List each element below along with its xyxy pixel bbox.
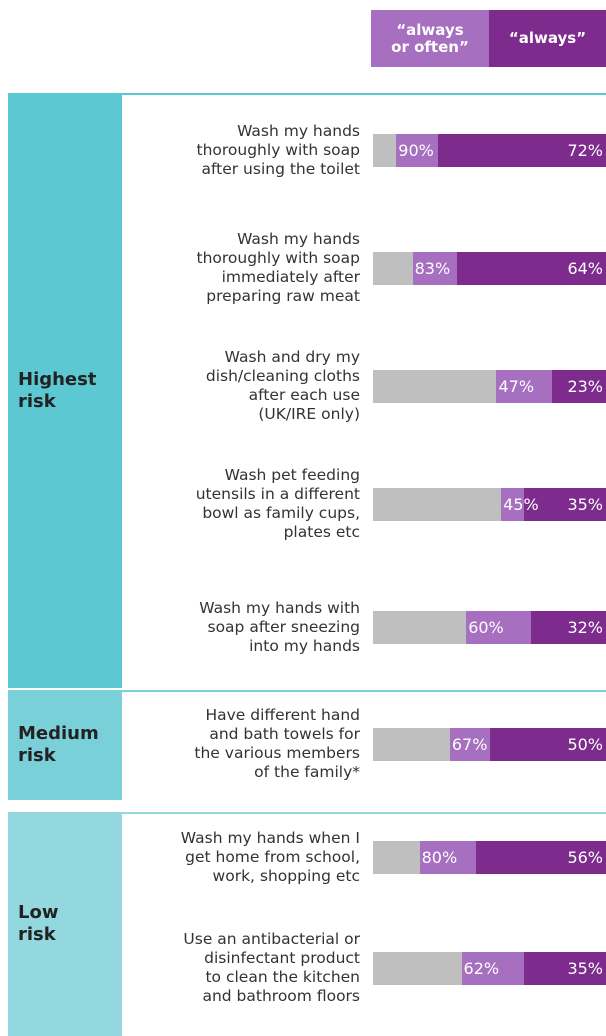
group-line [122, 93, 606, 95]
bar [438, 133, 606, 167]
bar [531, 610, 606, 644]
value-label: 32% [567, 617, 603, 637]
bar [475, 840, 606, 874]
value-label: 72% [567, 140, 603, 160]
legend-item: “always” [489, 10, 606, 67]
bar [524, 487, 606, 521]
value-label: 80% [421, 847, 458, 867]
value-label: 47% [498, 376, 535, 396]
value-label: 50% [567, 734, 603, 754]
value-label: 83% [414, 258, 451, 278]
value-label: 60% [468, 617, 504, 637]
bar [489, 727, 606, 761]
value-label: 90% [398, 140, 434, 160]
row-label: Wash pet feeding utensils in a different… [195, 466, 360, 541]
row-label: Wash my hands thoroughly with soap immed… [196, 230, 361, 305]
row-label: Wash my hands thoroughly with soap after… [196, 121, 361, 178]
group-label: Highest risk [18, 368, 97, 412]
value-label: 45% [503, 494, 539, 514]
group-band [8, 812, 122, 1036]
value-label: 67% [451, 734, 488, 754]
bar [456, 251, 606, 285]
group-label: Medium risk [18, 723, 99, 766]
value-label: 35% [567, 494, 603, 514]
bar [552, 369, 606, 403]
value-label: 62% [463, 958, 500, 978]
row-label: Use an antibacterial or disinfectant pro… [183, 930, 360, 1005]
group-band [8, 93, 122, 688]
bar [524, 951, 606, 985]
value-label: 64% [567, 258, 603, 278]
group-line [122, 690, 606, 692]
value-label: 35% [567, 958, 603, 978]
legend-item: “always or often” [371, 10, 489, 67]
row-label: Have different hand and bath towels for … [194, 706, 360, 781]
row-label: Wash my hands with soap after sneezing i… [199, 598, 360, 655]
row-label: Wash and dry my dish/cleaning cloths aft… [205, 348, 360, 423]
row-label: Wash my hands when I get home from schoo… [180, 828, 360, 885]
group-line [122, 812, 606, 814]
group-label: Low risk [18, 902, 59, 945]
value-label: 23% [567, 376, 603, 396]
group-band [8, 690, 122, 800]
value-label: 56% [567, 847, 603, 867]
